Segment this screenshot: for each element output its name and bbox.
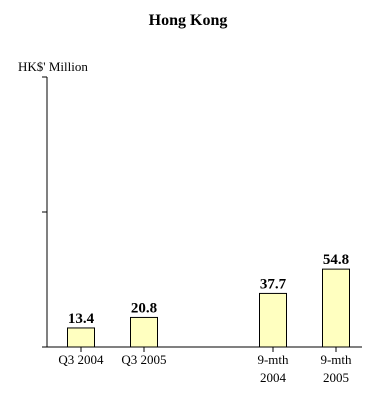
category-label-line: 9-mth <box>257 352 289 367</box>
bar-1 <box>130 316 158 348</box>
category-label-line: Q3 2005 <box>121 352 166 367</box>
bar-value-label-3: 54.8 <box>323 252 349 268</box>
bar-0 <box>67 327 95 348</box>
category-label-1: Q3 2005 <box>121 352 166 367</box>
bar-3 <box>322 268 350 348</box>
category-label-line: 2005 <box>323 370 349 385</box>
bars <box>67 268 350 348</box>
value-labels: 13.4 20.8 37.7 54.8 <box>68 252 349 327</box>
category-label-2: 9-mth 2004 <box>257 352 289 385</box>
axes <box>42 76 362 352</box>
chart-title: Hong Kong <box>149 12 228 29</box>
category-label-line: 9-mth <box>320 352 352 367</box>
category-labels: Q3 2004 Q3 2005 9-mth 2004 9-mth 2005 <box>58 352 352 385</box>
category-label-3: 9-mth 2005 <box>320 352 352 385</box>
bar-2 <box>259 292 287 348</box>
bar-value-label-1: 20.8 <box>131 300 157 316</box>
category-label-line: Q3 2004 <box>58 352 104 367</box>
category-label-0: Q3 2004 <box>58 352 104 367</box>
category-label-line: 2004 <box>260 370 287 385</box>
y-axis-unit-label: HK$' Million <box>18 59 88 74</box>
bar-value-label-0: 13.4 <box>68 311 95 327</box>
bar-value-label-2: 37.7 <box>260 276 287 292</box>
